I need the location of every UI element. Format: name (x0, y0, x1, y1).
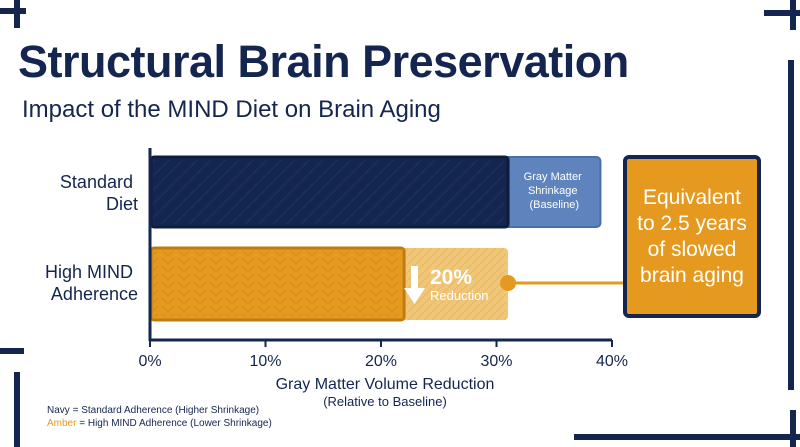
legend-navy-entry: Navy = Standard Adherence (Higher Shrink… (47, 404, 272, 417)
x-axis-title: Gray Matter Volume Reduction (276, 376, 495, 393)
legend: Navy = Standard Adherence (Higher Shrink… (47, 404, 272, 430)
reduction-value: 20% (430, 266, 472, 289)
baseline-segment-label: Gray Matter Shrinkage (Baseline) (524, 171, 585, 211)
corner-bottom-right-h (574, 434, 800, 440)
corner-bottom-right-v (790, 410, 796, 447)
bar-mind-reference-texture (404, 248, 507, 320)
x-tick-label: 0% (138, 353, 161, 370)
reduction-word: Reduction (430, 288, 489, 303)
legend-amber-entry: Amber = High MIND Adherence (Lower Shrin… (47, 417, 272, 430)
baseline-segment-line2: Shrinkage (528, 185, 578, 197)
aging-callout-box: Equivalent to 2.5 years of slowed brain … (623, 155, 761, 318)
category-label-standard-line2: Diet (106, 194, 138, 214)
category-label-mind-line1: High MIND (45, 262, 133, 282)
category-label-mind: High MIND Adherence (45, 262, 138, 304)
x-tick-label: 30% (480, 353, 512, 370)
corner-top-left-v (14, 0, 20, 28)
x-tick-label: 10% (249, 353, 281, 370)
legend-navy-text: = Standard Adherence (Higher Shrinkage) (69, 405, 260, 416)
corner-top-left-h (0, 8, 26, 14)
baseline-segment-line3: (Baseline) (529, 199, 579, 211)
legend-navy-key: Navy (47, 405, 70, 416)
corner-top-right-h (764, 10, 800, 16)
corner-top-right-v (790, 0, 796, 30)
x-tick-label: 40% (596, 353, 628, 370)
frame-right (788, 60, 794, 390)
aging-callout-text: Equivalent to 2.5 years of slowed brain … (637, 185, 747, 287)
down-arrow-icon (404, 266, 425, 304)
bar-standard-diet-texture (153, 160, 506, 224)
page-subtitle: Impact of the MIND Diet on Brain Aging (22, 96, 441, 123)
page-title: Structural Brain Preservation (18, 36, 629, 87)
x-axis-subtitle: (Relative to Baseline) (323, 394, 447, 409)
baseline-segment-line1: Gray Matter (524, 171, 582, 183)
category-label-standard: Standard Diet (60, 172, 138, 214)
corner-bottom-left-v (14, 372, 20, 447)
corner-bottom-left-h (0, 348, 24, 354)
x-tick-label: 20% (365, 353, 397, 370)
legend-amber-text: = High MIND Adherence (Lower Shrinkage) (76, 418, 272, 429)
category-label-standard-line1: Standard (60, 172, 133, 192)
bar-high-mind-texture (153, 251, 402, 317)
legend-amber-key: Amber (47, 418, 77, 429)
category-label-mind-line2: Adherence (51, 284, 138, 304)
callout-connector-dot (500, 275, 517, 291)
